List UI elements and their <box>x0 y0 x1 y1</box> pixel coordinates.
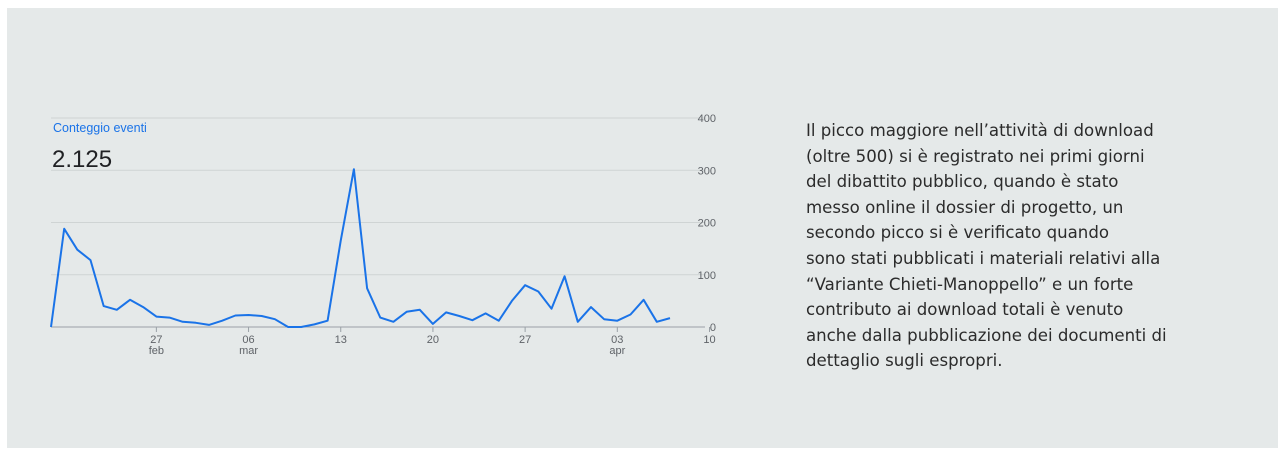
y-tick-label: 100 <box>698 270 716 282</box>
x-tick-month-label: mar <box>239 345 258 357</box>
x-tick-label: 20 <box>427 334 439 346</box>
x-tick-label: 03 <box>611 334 623 346</box>
metric-value: 2.125 <box>52 146 113 173</box>
x-tick-month-label: feb <box>149 345 164 357</box>
x-tick-label: 06 <box>242 334 254 346</box>
x-tick-month-label: apr <box>609 345 625 357</box>
x-tick-label: 27 <box>150 334 162 346</box>
y-tick-label: 200 <box>698 218 716 230</box>
content-panel <box>7 8 1278 448</box>
line-chart: 0 100 200 300 400 27 feb 06 mar 13 20 27 03 apr 10 Con… <box>50 113 716 357</box>
description-text: Il picco maggiore nell’attività di downl… <box>806 121 1167 371</box>
metric-label: Conteggio eventi <box>53 121 147 135</box>
x-tick-label: 27 <box>519 334 531 346</box>
y-tick-label: 300 <box>698 165 716 177</box>
x-tick-label: 13 <box>335 334 347 346</box>
y-tick-label: 400 <box>698 113 716 125</box>
series-line <box>50 168 671 328</box>
x-tick-label: 10 <box>703 334 715 346</box>
y-tick-label: 0 <box>710 322 716 334</box>
